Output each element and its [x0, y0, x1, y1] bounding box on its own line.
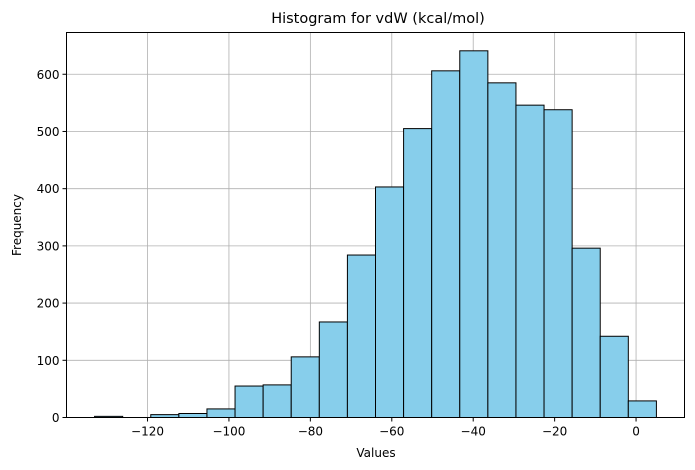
histogram-bar	[206, 408, 236, 418]
y-tick-label: 500	[37, 125, 60, 139]
histogram-bar	[543, 109, 573, 419]
x-tick-label: −20	[542, 425, 567, 439]
histogram-bar	[515, 104, 545, 418]
histogram-bar	[262, 384, 292, 418]
y-tick-label: 200	[37, 297, 60, 311]
x-tick-label: −60	[379, 425, 404, 439]
y-tick-label: 100	[37, 354, 60, 368]
histogram-bar	[234, 385, 264, 419]
x-tick-label: 0	[632, 425, 640, 439]
histogram-bar	[627, 400, 657, 418]
histogram-bar	[487, 82, 517, 418]
histogram-bar	[571, 247, 601, 418]
y-axis-label: Frequency	[10, 194, 24, 256]
histogram-bar	[599, 335, 629, 419]
histogram-bar	[375, 186, 405, 418]
histogram-bars	[94, 50, 657, 419]
x-axis-ticks: −120 −100 −80 −60 −40 −20 0	[131, 417, 640, 439]
x-tick-label: −40	[461, 425, 486, 439]
histogram-bar	[318, 321, 348, 419]
y-axis-ticks: 0 100 200 300 400 500 600	[37, 68, 67, 425]
x-tick-label: −120	[131, 425, 164, 439]
histogram-bar	[459, 50, 489, 418]
histogram-bar	[431, 70, 461, 419]
histogram-bar	[290, 356, 320, 419]
x-tick-label: −100	[212, 425, 245, 439]
chart-title: Histogram for vdW (kcal/mol)	[271, 11, 485, 27]
y-tick-label: 600	[37, 68, 60, 82]
histogram-bar	[403, 128, 433, 418]
histogram-bar	[178, 412, 208, 419]
x-tick-label: −80	[298, 425, 323, 439]
y-tick-label: 0	[52, 411, 60, 425]
histogram-bar	[346, 254, 376, 418]
plot-frame	[66, 32, 685, 418]
y-tick-label: 300	[37, 239, 60, 253]
x-axis-label: Values	[356, 446, 395, 460]
y-tick-label: 400	[37, 182, 60, 196]
